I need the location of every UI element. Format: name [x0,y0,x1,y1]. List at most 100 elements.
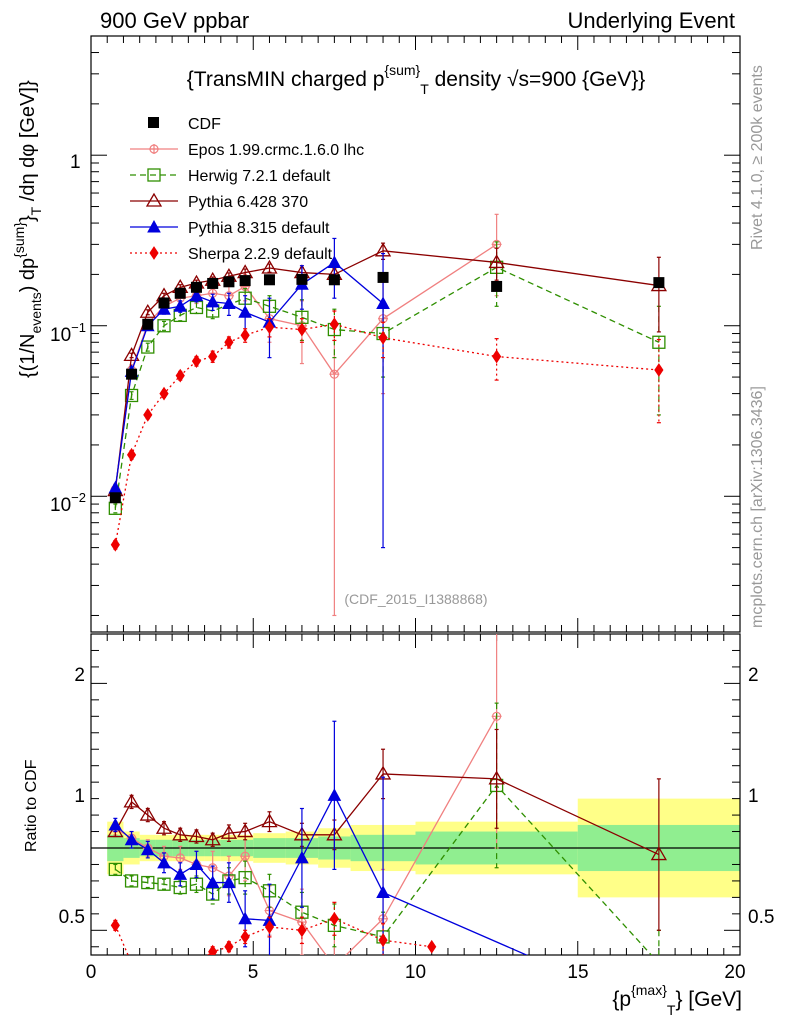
ratio-point-pythia-8-315-default-7 [222,875,236,889]
ratio-point-pythia-8-315-default-4 [173,867,188,880]
ratio-point-herwig-7-2-1-default-1 [124,874,139,888]
cdf-point-14 [653,277,665,289]
ratio-point-pythia-6-428-370-0 [107,823,124,838]
legend-label-pythia6: Pythia 6.428 370 [188,194,308,211]
ratio-point-pythia-6-428-370-7 [220,824,238,839]
legend-label-cdf: CDF [188,116,221,133]
point-sherpa-2-2-9-default-4 [175,368,185,383]
ratio-point-sherpa-2-2-9-default-10 [378,933,388,948]
ratio-point-pythia-8-315-default-11 [327,788,342,801]
cdf-point-7 [223,276,235,288]
point-sherpa-2-2-9-default-7 [224,335,234,350]
ratio-point-pythia-6-428-370-8 [237,823,254,838]
point-pythia-8-315-default-11 [327,255,342,268]
ratio-point-pythia-8-315-default-12 [376,885,390,898]
cdf-point-1 [126,368,138,380]
point-sherpa-2-2-9-default-0 [110,537,120,552]
legend-marker-sherpa-2-2-9-default [149,246,159,260]
point-sherpa-2-2-9-default-12 [378,330,388,345]
point-sherpa-2-2-9-default-6 [208,349,218,364]
legend-label-herwig: Herwig 7.2.1 default [188,168,331,185]
legend-entry-herwig: Herwig 7.2.1 default [188,168,331,185]
point-herwig-7-2-1-default-2 [141,340,155,354]
legend-entry-epos: Epos 1.99.crmc.1.6.0 lhc [188,142,364,159]
legend-label-epos: Epos 1.99.crmc.1.6.0 lhc [188,142,364,159]
cdf-point-8 [239,275,251,287]
point-sherpa-2-2-9-default-11 [329,317,339,332]
x-tick-label-3: 15 [567,962,588,983]
legend-entry-sherpa: Sherpa 2.2.9 default [188,246,333,263]
legend-marker-pythia-6-428-370 [145,192,163,207]
point-pythia-6-428-370-9 [261,259,278,274]
ratio-point-sherpa-2-2-9-default-6 [240,929,250,944]
ratio-band [91,798,740,898]
point-herwig-7-2-1-default-3 [157,319,171,333]
x-tick-label-0: 0 [86,962,97,983]
y-tick-label-2: 1 [70,152,81,173]
point-pythia-8-315-default-7 [222,296,236,310]
axis-ticks [90,35,741,955]
ratio-point-pythia-8-315-default-8 [238,911,252,925]
header-right: Underlying Event [567,8,735,33]
cdf-point-0 [109,492,121,504]
ratio-point-pythia-8-315-default-0 [108,817,123,831]
ratio-tick-label-left-1: 1 [74,786,85,807]
legend-entry-cdf: CDF [148,116,221,133]
analysis-id: (CDF_2015_I1388868) [344,591,487,607]
legend-entry-pythia8: Pythia 8.315 default [188,220,330,237]
ratio-point-pythia-6-428-370-3 [155,819,173,834]
point-pythia-8-315-default-12 [376,296,390,310]
point-pythia-8-315-default-4 [173,299,188,312]
point-pythia-8-315-default-8 [238,305,252,318]
mcplots-label: mcplots.cern.ch [arXiv:1306.3436] [749,386,766,628]
ratio-point-herwig-7-2-1-default-8 [238,870,252,885]
tick-labels: 0 5 10 15 20 10−2 10−1 1 0.5 1 2 0.5 1 2 [50,152,774,983]
ratio-point-sherpa-2-2-9-default-4 [208,944,218,955]
cdf-point-2 [142,318,154,330]
ratio-point-pythia-6-428-370-9 [261,813,278,828]
main-plot-series [107,213,668,617]
legend-marker-herwig-7-2-1-default [147,168,161,182]
point-sherpa-2-2-9-default-2 [143,408,153,422]
cdf-point-12 [377,271,389,283]
cdf-point-13 [491,280,503,292]
ratio-point-sherpa-2-2-9-default-9 [329,911,339,926]
ratio-y-axis-title: Ratio to CDF [23,759,40,852]
point-pythia-8-315-default-5 [189,288,204,302]
ratio-point-sherpa-2-2-9-default-7 [264,920,275,934]
x-tick-label-4: 20 [724,962,745,983]
cdf-point-9 [263,274,275,286]
point-herwig-7-2-1-default-1 [124,388,139,403]
point-sherpa-2-2-9-default-1 [126,447,137,462]
cdf-point-5 [190,281,202,293]
cdf-point-3 [158,297,170,309]
point-sherpa-2-2-9-default-3 [159,386,169,401]
y-axis-title: {(1/Nevents) dp{sum}}T /dη dφ [GeV]} [11,80,44,378]
x-axis-title: {p{max}T} [GeV] [612,982,742,1018]
ratio-point-pythia-8-315-default-2 [140,842,155,856]
ratio-point-herwig-7-2-1-default-3 [157,877,171,891]
cdf-point-6 [207,277,219,289]
legend-label-pythia8: Pythia 8.315 default [188,220,330,237]
header-left: 900 GeV ppbar [100,8,249,33]
legend-marker-pythia-8-315-default [147,219,161,233]
ratio-point-sherpa-2-2-9-default-11 [427,939,437,954]
point-pythia-6-428-370-13 [488,254,505,269]
cdf-point-11 [328,274,340,286]
ratio-point-sherpa-2-2-9-default-5 [224,939,234,954]
point-sherpa-2-2-9-default-8 [240,328,250,343]
ratio-point-pythia-8-315-default-10 [295,850,309,864]
ratio-tick-label-right-1: 1 [748,786,759,807]
point-pythia-6-428-370-1 [123,347,140,362]
legend-label-sherpa: Sherpa 2.2.9 default [188,246,333,263]
ratio-point-pythia-6-428-370-2 [139,806,156,821]
ratio-point-pythia-6-428-370-4 [172,826,189,841]
point-pythia-8-315-default-6 [205,294,220,308]
ratio-point-pythia-6-428-370-6 [204,831,221,846]
ratio-tick-label-left-0: 0.5 [59,907,85,928]
ratio-plot-series [107,634,668,955]
cdf-point-10 [296,273,308,285]
point-herwig-7-2-1-default-13 [652,335,666,349]
cdf-point-4 [174,287,186,299]
